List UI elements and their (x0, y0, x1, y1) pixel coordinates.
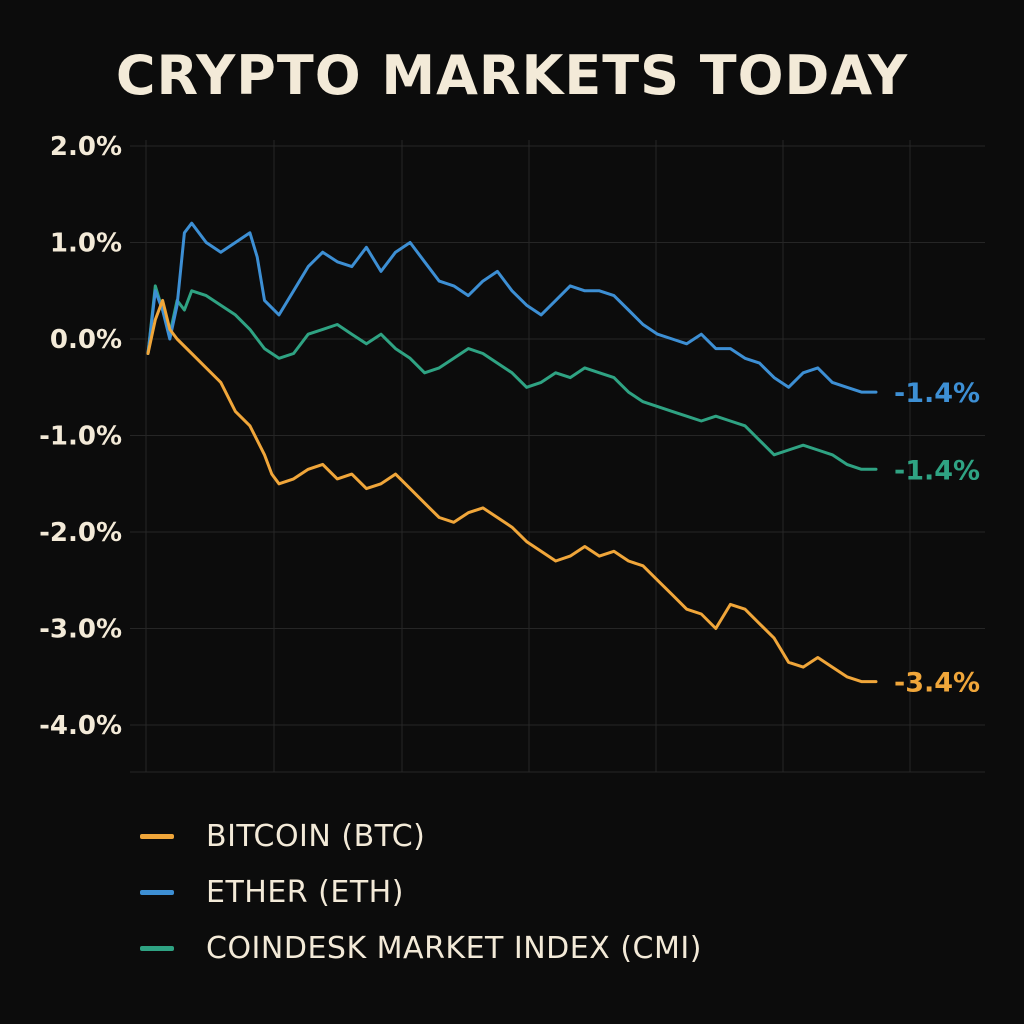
legend-swatch-btc (140, 833, 174, 839)
y-tick-label: 1.0% (50, 229, 122, 259)
y-tick-label: 0.0% (50, 325, 122, 355)
series-line-coindesk-market-index-cmi (146, 284, 878, 471)
legend-label-eth: ETHER (ETH) (206, 874, 404, 910)
end-labels: -3.4% -1.4% -1.4% (894, 378, 980, 699)
y-tick-label: -3.0% (39, 615, 122, 645)
legend-item-cmi: COINDESK MARKET INDEX (CMI) (140, 920, 702, 976)
end-label: -3.4% (894, 668, 980, 699)
series-line-bitcoin-btc (146, 298, 878, 684)
legend: BITCOIN (BTC) ETHER (ETH) COINDESK MARKE… (140, 808, 702, 976)
y-axis-ticks: 2.0% 1.0% 0.0% -1.0% -2.0% -3.0% -4.0% (39, 132, 122, 741)
legend-swatch-eth (140, 889, 174, 895)
legend-swatch-cmi (140, 945, 174, 951)
legend-label-cmi: COINDESK MARKET INDEX (CMI) (206, 930, 702, 966)
y-tick-label: 2.0% (50, 132, 122, 162)
legend-label-btc: BITCOIN (BTC) (206, 818, 426, 854)
y-tick-label: -1.0% (39, 422, 122, 452)
y-tick-label: -2.0% (39, 518, 122, 548)
series-line-ether-eth (146, 221, 878, 394)
grid (130, 140, 985, 773)
end-label: -1.4% (894, 378, 980, 409)
legend-item-eth: ETHER (ETH) (140, 864, 702, 920)
chart-title: CRYPTO MARKETS TODAY (115, 44, 909, 107)
legend-item-btc: BITCOIN (BTC) (140, 808, 702, 864)
end-label: -1.4% (894, 455, 980, 486)
series-lines (146, 221, 878, 684)
y-tick-label: -4.0% (39, 711, 122, 741)
